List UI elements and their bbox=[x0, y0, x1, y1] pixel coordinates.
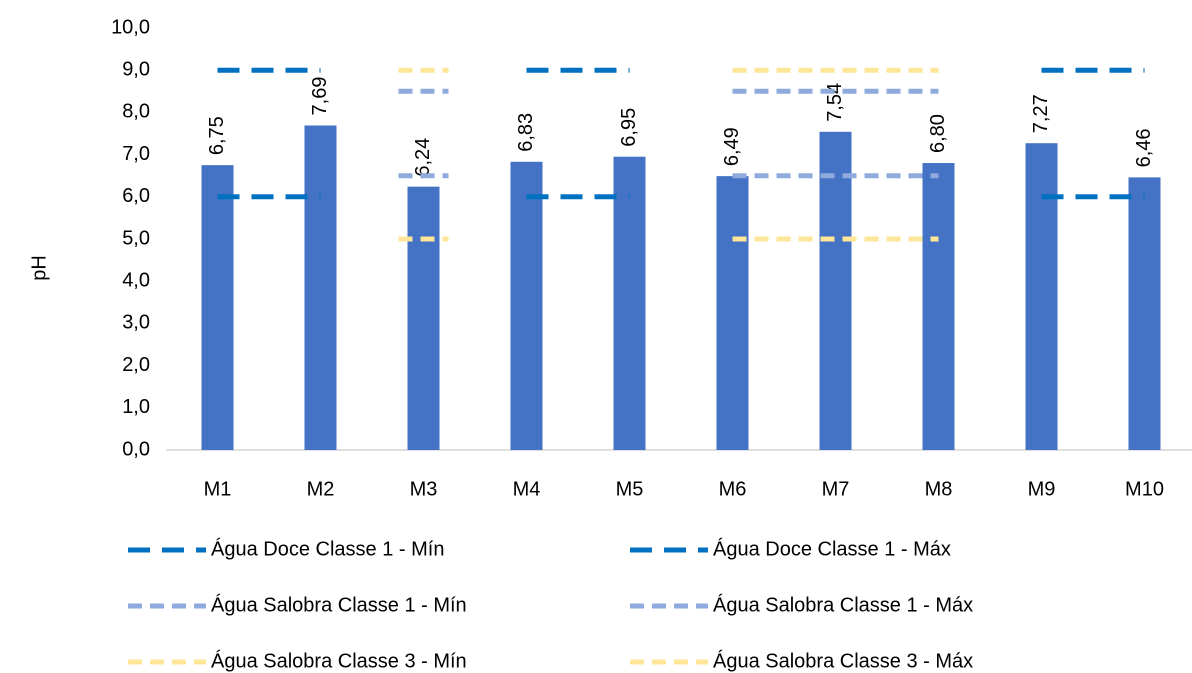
y-tick-label: 10,0 bbox=[111, 16, 150, 38]
y-tick-label: 9,0 bbox=[122, 58, 150, 80]
y-tick-label: 6,0 bbox=[122, 185, 150, 207]
bar bbox=[613, 156, 646, 450]
data-label: 6,24 bbox=[412, 138, 434, 177]
bar bbox=[1128, 177, 1161, 450]
legend-label: Água Salobra Classe 3 - Máx bbox=[713, 649, 973, 672]
data-label: 7,54 bbox=[824, 83, 846, 122]
legend-label: Água Doce Classe 1 - Máx bbox=[713, 537, 951, 560]
x-tick-label: M9 bbox=[1028, 478, 1056, 500]
y-tick-label: 2,0 bbox=[122, 354, 150, 376]
bar bbox=[819, 131, 852, 450]
y-tick-label: 1,0 bbox=[122, 396, 150, 418]
bar bbox=[922, 163, 955, 451]
y-tick-label: 0,0 bbox=[122, 438, 150, 460]
x-tick-label: M6 bbox=[719, 478, 747, 500]
data-label: 6,49 bbox=[721, 127, 743, 166]
y-tick-label: 4,0 bbox=[122, 269, 150, 291]
x-tick-label: M1 bbox=[204, 478, 232, 500]
legend-label: Água Salobra Classe 1 - Máx bbox=[713, 593, 973, 616]
y-tick-label: 8,0 bbox=[122, 101, 150, 123]
legend-label: Água Salobra Classe 1 - Mín bbox=[211, 593, 467, 616]
bar bbox=[304, 125, 337, 451]
bar bbox=[407, 186, 440, 450]
data-label: 6,75 bbox=[206, 116, 228, 155]
x-tick-label: M5 bbox=[616, 478, 644, 500]
data-label: 6,46 bbox=[1133, 128, 1155, 167]
legend-label: Água Salobra Classe 3 - Mín bbox=[211, 649, 467, 672]
y-tick-label: 7,0 bbox=[122, 143, 150, 165]
data-label: 7,69 bbox=[309, 77, 331, 116]
y-axis-label: pH bbox=[28, 255, 50, 281]
legend-label: Água Doce Classe 1 - Mín bbox=[211, 537, 444, 560]
data-label: 7,27 bbox=[1030, 94, 1052, 133]
x-tick-label: M8 bbox=[925, 478, 953, 500]
x-tick-label: M10 bbox=[1125, 478, 1164, 500]
y-tick-label: 3,0 bbox=[122, 312, 150, 334]
x-tick-label: M3 bbox=[410, 478, 438, 500]
y-tick-label: 5,0 bbox=[122, 227, 150, 249]
bar bbox=[201, 165, 234, 450]
bar bbox=[1025, 143, 1058, 450]
x-tick-label: M4 bbox=[513, 478, 541, 500]
bar bbox=[510, 161, 543, 451]
data-label: 6,83 bbox=[515, 113, 537, 152]
data-label: 6,80 bbox=[927, 114, 949, 153]
x-tick-label: M7 bbox=[822, 478, 850, 500]
x-tick-label: M2 bbox=[307, 478, 335, 500]
data-label: 6,95 bbox=[618, 108, 640, 147]
bar bbox=[716, 176, 749, 450]
